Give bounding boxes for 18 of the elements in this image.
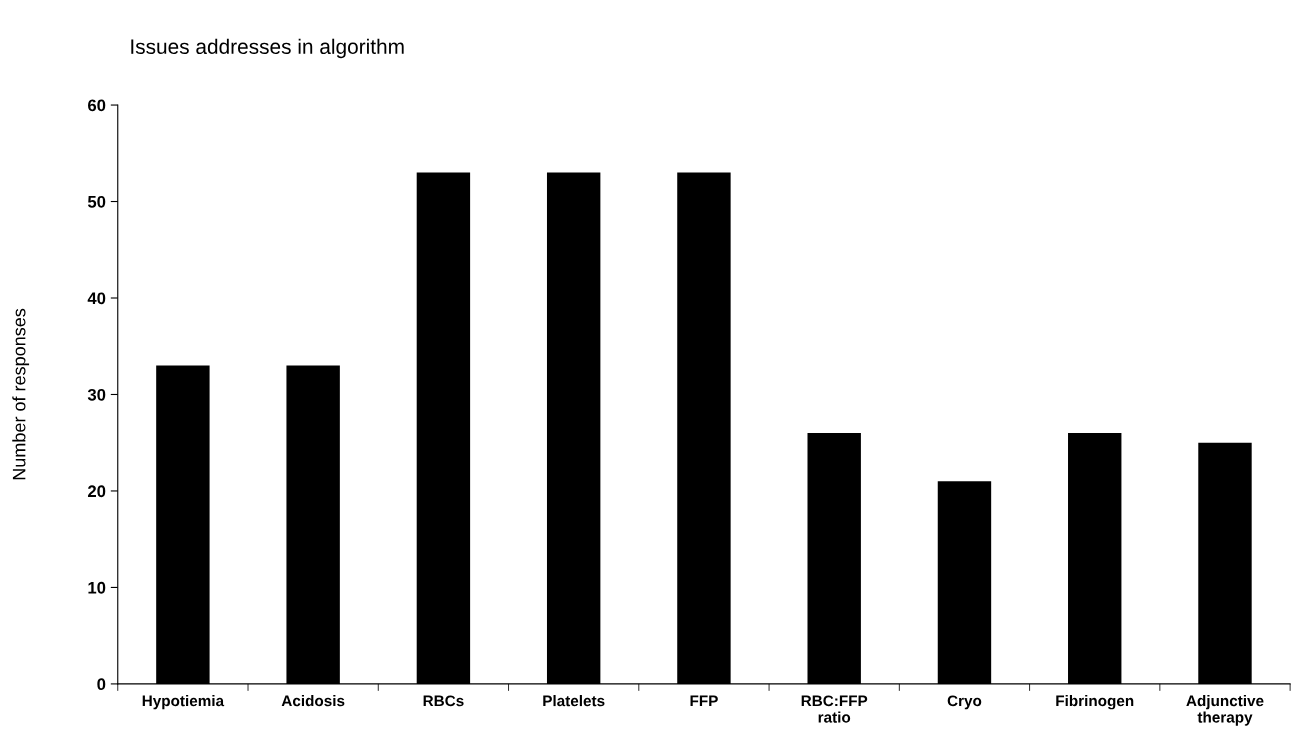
y-tick-label: 20 <box>87 485 106 498</box>
x-tick-label: FFP <box>690 695 718 707</box>
x-tick-label: Fibrinogen <box>1056 695 1134 710</box>
y-tick-label: 10 <box>88 581 106 594</box>
x-tick-label: Hypotiemia <box>142 695 225 710</box>
y-tick-label: 30 <box>87 388 106 401</box>
chart-title: Issues addresses in algorithm <box>131 38 404 59</box>
y-axis-title: Number of responses <box>12 308 30 480</box>
x-tick-label: Adjunctive therapy <box>1186 695 1264 726</box>
y-tick-label: 50 <box>87 195 106 208</box>
x-tick-label: RBCs <box>423 695 464 707</box>
y-tick-label: 60 <box>88 99 106 112</box>
y-tick-label: 40 <box>87 292 106 305</box>
x-tick-label: Acidosis <box>281 695 345 707</box>
x-tick-label: Cryo <box>947 695 982 710</box>
x-tick-label: RBC:FFP ratio <box>801 695 868 723</box>
y-tick-label: 0 <box>97 678 106 691</box>
x-tick-label: Platelets <box>543 695 605 707</box>
